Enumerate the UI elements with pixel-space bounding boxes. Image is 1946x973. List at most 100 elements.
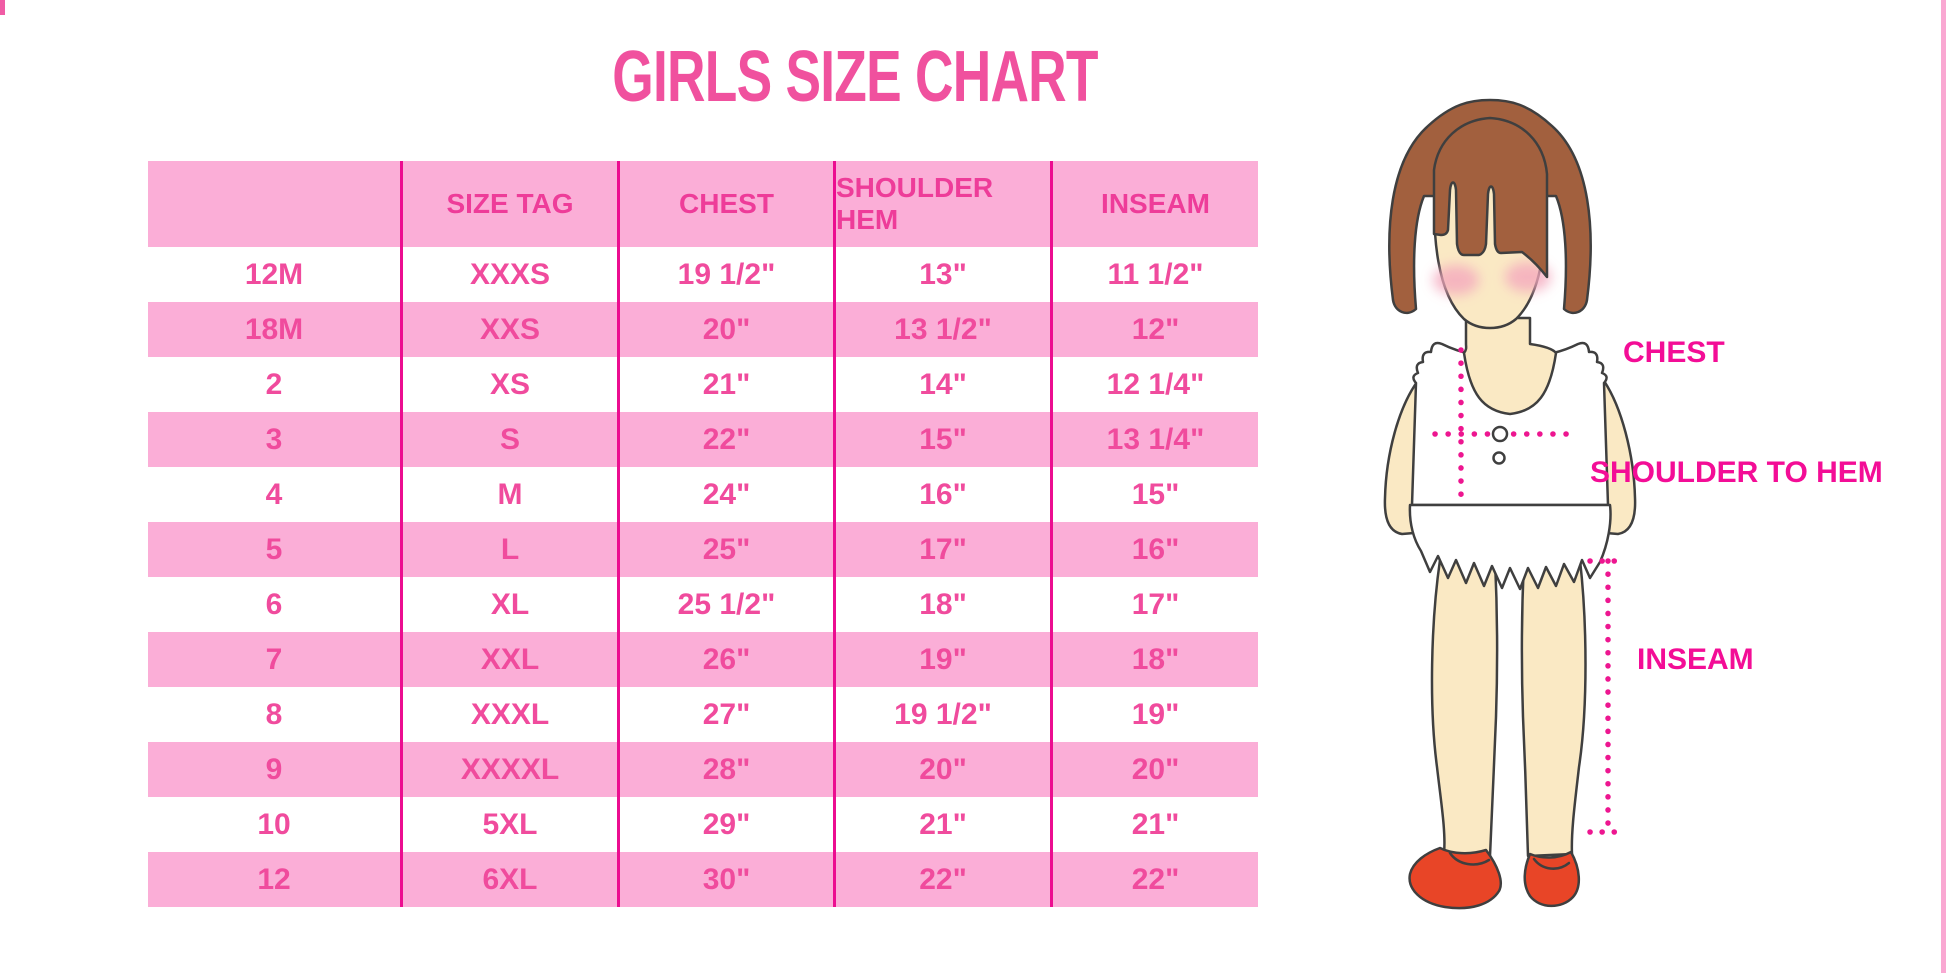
inseam-label: INSEAM [1637,643,1754,676]
column-header: INSEAM [1050,161,1258,247]
table-cell: 20" [1050,742,1258,797]
table-row: 2 XS 21" 14" 12 1/4" [148,357,1258,412]
table-cell: XL [400,577,617,632]
table-row: 5 L 25" 17" 16" [148,522,1258,577]
girl-illustration [1383,98,1637,910]
table-cell: 21" [617,357,833,412]
table-cell: 12 [257,862,291,896]
table-cell: 24" [617,467,833,522]
table-cell: 26" [617,632,833,687]
table-cell: 15" [833,412,1050,467]
table-cell: 15" [1050,467,1258,522]
table-cell: 16" [833,467,1050,522]
table-cell: 19 1/2" [617,247,833,302]
column-header: SIZE TAG [400,161,617,247]
table-cell: 8 [265,697,283,731]
size-table: SIZE TAG CHEST SHOULDER HEM INSEAM 12M XXXS 1… [148,161,1258,907]
top-button [1491,425,1509,443]
table-cell: 22" [617,412,833,467]
table-cell: 14" [833,357,1050,412]
table-cell: 5 [265,532,283,566]
bottom-button [1492,451,1506,465]
table-cell: 5XL [400,797,617,852]
table-cell: 13 1/2" [833,302,1050,357]
table-cell: 25 1/2" [617,577,833,632]
table-cell: XXXL [400,687,617,742]
table-cell: 11 1/2" [1050,247,1258,302]
size-table-body: 12M XXXS 19 1/2" 13" 11 1/2" 18M XXS 20" 13 1/2"… [148,247,1258,907]
table-cell: 18" [833,577,1050,632]
table-cell: 7 [265,642,283,676]
left-leg [1430,558,1499,858]
table-cell: 6XL [400,852,617,907]
table-row: 18M XXS 20" 13 1/2" 12" [148,302,1258,357]
table-cell: XXXXL [400,742,617,797]
table-cell: 27" [617,687,833,742]
bangs [1432,116,1549,279]
table-cell: S [400,412,617,467]
table-cell: XS [400,357,617,412]
table-cell: 25" [617,522,833,577]
shoulder-to-hem-label: SHOULDER TO HEM [1590,456,1883,489]
table-cell: XXL [400,632,617,687]
column-header: SHOULDER HEM [833,161,1050,247]
table-cell: M [400,467,617,522]
left-shoe [1408,846,1503,910]
table-cell: 22" [1050,852,1258,907]
page-title: GIRLS SIZE CHART [612,37,1098,117]
top-left-pink-tick [0,0,5,15]
table-cell: 6 [265,587,283,621]
table-row: 8 XXXL 27" 19 1/2" 19" [148,687,1258,742]
table-cell: 17" [833,522,1050,577]
table-row: 12 6XL 30" 22" 22" [148,852,1258,907]
table-cell: 19" [1050,687,1258,742]
table-cell: 18" [1050,632,1258,687]
table-cell: 4 [265,477,283,511]
neck [1462,316,1558,416]
table-cell: 12 1/4" [1050,357,1258,412]
table-cell: 3 [265,422,283,456]
table-cell: XXS [400,302,617,357]
right-shoe [1523,850,1580,908]
right-edge-pink-strip [1941,0,1946,973]
table-cell: 18M [244,312,304,346]
table-cell: 20" [833,742,1050,797]
table-cell: 16" [1050,522,1258,577]
table-row: 7 XXL 26" 19" 18" [148,632,1258,687]
right-shoe-strap [1532,857,1571,870]
table-cell: 13" [833,247,1050,302]
table-row: 6 XL 25 1/2" 18" 17" [148,577,1258,632]
table-row: 12M XXXS 19 1/2" 13" 11 1/2" [148,247,1258,302]
table-cell: 28" [617,742,833,797]
table-cell: 12M [244,257,304,291]
table-cell: 22" [833,852,1050,907]
table-cell: 17" [1050,577,1258,632]
table-cell: 21" [1050,797,1258,852]
column-header [148,161,400,247]
size-table-header: SIZE TAG CHEST SHOULDER HEM INSEAM [148,161,1258,247]
table-cell: 30" [617,852,833,907]
table-row: 9 XXXXL 28" 20" 20" [148,742,1258,797]
table-cell: L [400,522,617,577]
table-cell: 20" [617,302,833,357]
table-cell: 19" [833,632,1050,687]
right-leg [1520,558,1587,858]
table-cell: 29" [617,797,833,852]
table-row: 10 5XL 29" 21" 21" [148,797,1258,852]
table-cell: 19 1/2" [833,687,1050,742]
table-cell: 9 [265,752,283,786]
table-cell: 12" [1050,302,1258,357]
table-cell: 10 [257,807,291,841]
table-cell: 21" [833,797,1050,852]
table-row: 3 S 22" 15" 13 1/4" [148,412,1258,467]
table-row: 4 M 24" 16" 15" [148,467,1258,522]
skirt [1408,503,1612,591]
table-cell: XXXS [400,247,617,302]
column-header: CHEST [617,161,833,247]
table-cell: 2 [265,367,283,401]
table-cell: 13 1/4" [1050,412,1258,467]
left-cheek [1433,265,1479,295]
left-shoe-strap [1448,851,1491,866]
chest-label: CHEST [1623,336,1725,369]
